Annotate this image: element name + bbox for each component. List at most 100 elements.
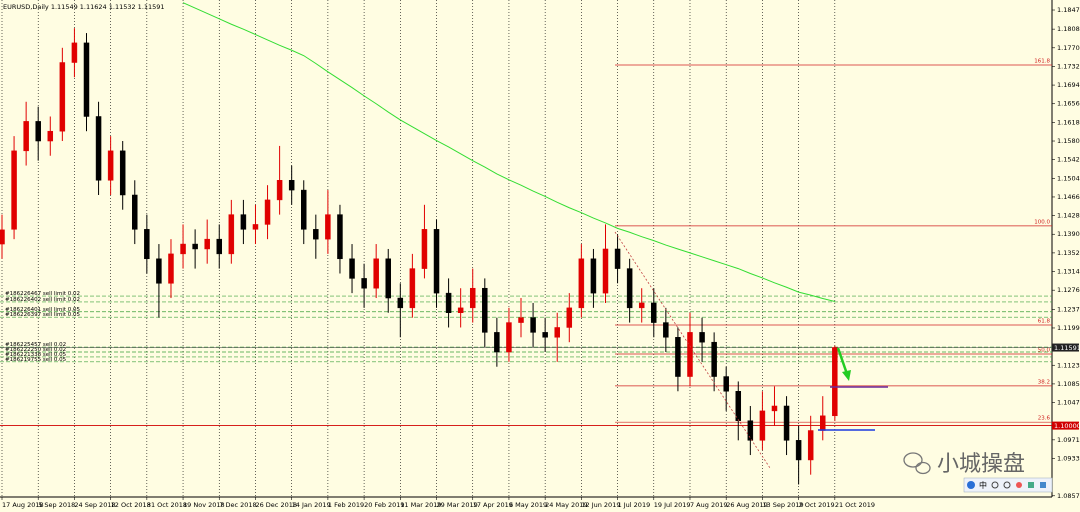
candle-body	[132, 194, 138, 230]
toolbar[interactable]: 中	[963, 477, 1053, 493]
candle-body	[276, 180, 283, 201]
toolbar-icon[interactable]	[991, 481, 999, 489]
x-tick-label: 14 Jan 2019	[292, 501, 331, 509]
y-tick-label: 1.17700	[1057, 44, 1080, 52]
x-tick-label: 1 Jul 2019	[618, 501, 651, 509]
y-tick-label: 1.13140	[1057, 268, 1080, 276]
order-label: #186226402 sell limit 0.02	[5, 297, 80, 303]
candle-body	[687, 332, 693, 377]
x-tick-label: 7 Dec 2018	[219, 501, 256, 509]
candles	[0, 28, 838, 485]
candle-body	[119, 150, 126, 196]
price-label: 1.11591	[1054, 344, 1080, 352]
candle-body	[807, 430, 814, 461]
order-label: #186222250 sell 0.02	[5, 347, 66, 353]
order-label: #186226401 sell limit 0.05	[5, 307, 80, 313]
candle-body	[180, 243, 186, 255]
wechat-icon	[903, 452, 923, 468]
arrow-shaft	[836, 347, 849, 375]
fib-label: 161.8	[1034, 58, 1050, 64]
x-tick-label: 13 Sep 2019	[762, 501, 803, 509]
x-tick-label: 17 Aug 2018	[2, 501, 44, 509]
y-tick-label: 1.16180	[1057, 118, 1080, 126]
candle-body	[204, 238, 210, 250]
candle-body	[675, 337, 681, 377]
order-label: #186221338 sell 0.05	[5, 352, 67, 358]
candle-body	[783, 405, 790, 441]
y-tick-label: 1.12370	[1057, 305, 1080, 313]
candle-body	[0, 229, 5, 245]
y-tick-label: 1.11990	[1057, 324, 1080, 332]
x-tick-label: 12 Jun 2019	[581, 501, 620, 509]
x-tick-label: 2 Oct 2019	[799, 501, 835, 509]
candle-body	[361, 278, 367, 289]
x-tick-label: 1 Feb 2019	[328, 501, 364, 509]
x-tick-label: 24 May 2019	[545, 501, 587, 509]
candle-body	[711, 341, 717, 377]
order-label: #186219755 sell 0.05	[5, 357, 67, 363]
candle-body	[735, 391, 742, 421]
candle-body	[518, 317, 524, 323]
candle-body	[832, 347, 838, 417]
toolbar-box[interactable]	[963, 477, 1053, 493]
candle-body	[47, 130, 54, 142]
toolbar-icon[interactable]	[1028, 482, 1034, 488]
candle-body	[566, 307, 573, 328]
candle-body	[614, 248, 621, 269]
arrow-head	[842, 370, 851, 381]
y-tick-label: 1.12760	[1057, 286, 1080, 294]
toolbar-icon[interactable]	[1040, 482, 1046, 488]
candle-body	[385, 258, 391, 299]
candle-body	[313, 229, 319, 240]
toolbar-icon[interactable]	[1016, 482, 1022, 488]
candle-body	[457, 307, 464, 314]
y-tick-label: 1.14660	[1057, 193, 1080, 201]
fib-label: 61.8	[1038, 319, 1051, 325]
y-tick-label: 1.16940	[1057, 81, 1080, 89]
x-tick-label: 20 Feb 2019	[364, 501, 404, 509]
candle-body	[494, 332, 500, 353]
fib-label: 23.6	[1038, 416, 1051, 422]
y-tick-label: 1.09330	[1057, 454, 1080, 462]
candle-body	[602, 248, 609, 294]
x-tick-label: 31 Oct 2018	[147, 501, 187, 509]
y-tick-label: 1.13520	[1057, 249, 1080, 257]
candle-body	[506, 322, 512, 353]
candle-body	[23, 121, 29, 152]
toolbar-label[interactable]: 中	[979, 480, 987, 490]
candle-body	[663, 322, 669, 338]
candle-body	[638, 302, 645, 309]
candle-body	[759, 410, 766, 441]
x-tick-label: 7 Aug 2019	[690, 501, 728, 509]
candle-body	[578, 258, 585, 309]
y-tick-label: 1.18080	[1057, 25, 1080, 33]
candle-body	[723, 376, 729, 392]
x-tick-label: 19 Jul 2019	[654, 501, 691, 509]
candle-body	[71, 42, 78, 63]
level-label: 1.10000	[1054, 422, 1080, 430]
x-tick-label: 29 Mar 2019	[437, 501, 478, 509]
wechat-icon	[915, 461, 931, 475]
candle-body	[192, 243, 198, 250]
candle-body	[626, 268, 633, 309]
candle-body	[445, 292, 452, 314]
y-tick-label: 1.10470	[1057, 399, 1080, 407]
candle-body	[651, 302, 657, 323]
y-tick-label: 1.16560	[1057, 100, 1080, 108]
fib-label: 50.0	[1038, 347, 1051, 353]
candle-body	[433, 229, 440, 294]
candle-body	[228, 214, 235, 255]
candle-body	[542, 332, 548, 338]
candle-body	[747, 420, 754, 441]
candle-body	[699, 332, 705, 343]
toolbar-icon[interactable]	[1003, 481, 1011, 489]
order-label: #186226397 sell limit 0.05	[5, 312, 80, 318]
x-tick-label: 26 Aug 2019	[726, 501, 768, 509]
candle-body	[373, 258, 379, 289]
candle-body	[771, 405, 778, 412]
y-tick-label: 1.15420	[1057, 156, 1080, 164]
toolbar-icon[interactable]	[967, 481, 975, 489]
y-tick-label: 1.15800	[1057, 137, 1080, 145]
candle-body	[156, 258, 162, 284]
